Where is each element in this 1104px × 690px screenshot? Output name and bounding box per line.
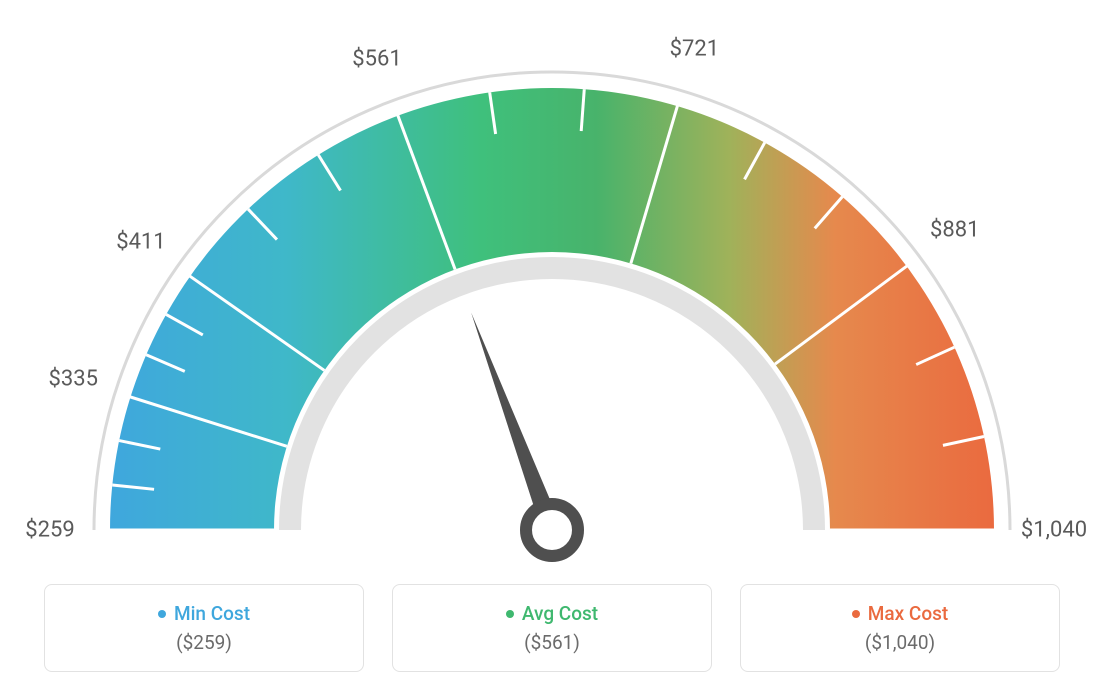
legend-title: Min Cost — [174, 602, 250, 625]
legend-title-wrap: Min Cost — [158, 602, 250, 625]
gauge-needle-hub — [526, 504, 578, 556]
legend-title-wrap: Max Cost — [852, 602, 948, 625]
legend-card-max: Max Cost ($1,040) — [740, 584, 1060, 672]
gauge-tick-label: $721 — [670, 36, 719, 61]
gauge-tick-label: $881 — [930, 218, 979, 243]
legend-row: Min Cost ($259) Avg Cost ($561) Max Cost ($1,… — [0, 584, 1104, 672]
legend-title-wrap: Avg Cost — [506, 602, 598, 625]
legend-value: ($561) — [524, 631, 580, 654]
legend-title: Max Cost — [868, 602, 948, 625]
gauge-tick-label: $411 — [116, 229, 165, 254]
legend-card-min: Min Cost ($259) — [44, 584, 364, 672]
gauge-container: $259 $335 $411 $561 $721 $881 $1,040 — [0, 0, 1104, 570]
legend-dot-icon — [852, 610, 860, 618]
gauge-tick-label: $561 — [352, 47, 401, 72]
legend-value: ($1,040) — [865, 631, 935, 654]
legend-card-avg: Avg Cost ($561) — [392, 584, 712, 672]
gauge-tick-label: $335 — [49, 366, 98, 391]
legend-dot-icon — [506, 610, 514, 618]
gauge-colored-arc — [110, 88, 994, 530]
gauge-tick-label: $259 — [25, 518, 74, 543]
legend-dot-icon — [158, 610, 166, 618]
gauge-svg — [0, 0, 1104, 570]
gauge-tick-label: $1,040 — [1021, 518, 1087, 543]
legend-title: Avg Cost — [522, 602, 598, 625]
legend-value: ($259) — [176, 631, 232, 654]
